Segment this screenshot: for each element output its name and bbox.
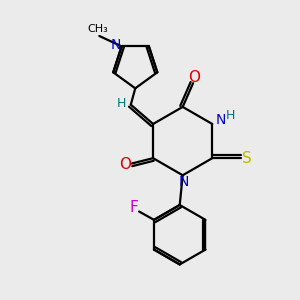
- Text: O: O: [119, 157, 131, 172]
- Text: N: N: [111, 38, 122, 52]
- Text: CH₃: CH₃: [88, 24, 108, 34]
- Text: F: F: [129, 200, 138, 215]
- Text: N: N: [179, 175, 189, 189]
- Text: S: S: [242, 151, 252, 166]
- Text: H: H: [226, 109, 236, 122]
- Text: N: N: [215, 113, 226, 128]
- Text: H: H: [117, 97, 127, 110]
- Text: O: O: [189, 70, 201, 85]
